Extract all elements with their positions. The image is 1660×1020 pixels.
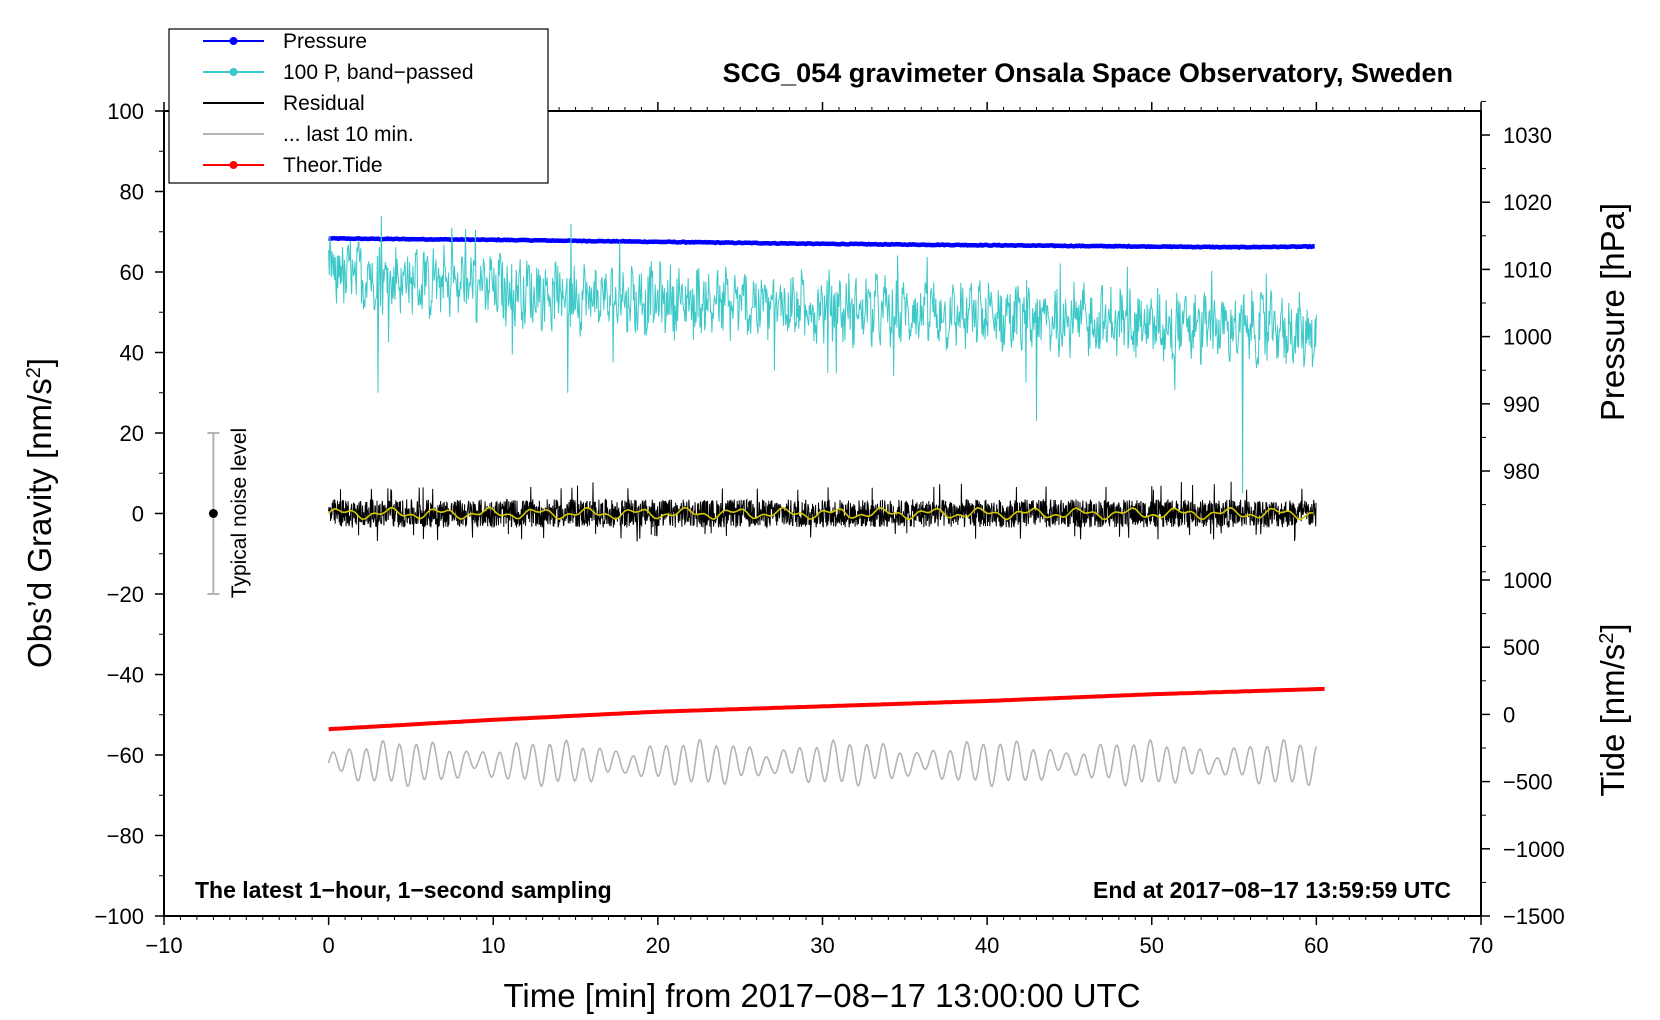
y-left-tick-label: 20 [120, 421, 144, 446]
x-tick-label: 50 [1140, 933, 1164, 958]
legend-swatch-marker [229, 68, 238, 76]
y-tide-title-main: Tide [nm/s [1594, 644, 1631, 797]
series-band-passed [328, 215, 1317, 494]
legend-swatch-marker [229, 37, 238, 45]
tide-tick-label: −500 [1503, 770, 1553, 795]
x-tick-label: 30 [810, 933, 834, 958]
y-tide-title-sup: 2 [1596, 633, 1618, 644]
y-axis-title-pressure: Pressure [hPa] [1594, 203, 1631, 421]
y-tide-title-tail: ] [1594, 623, 1631, 632]
tide-tick-label: 0 [1503, 702, 1515, 727]
ticks-layer: −10 0 10 20 30 40 50 60 70100806040200−20−40−60−… [94, 99, 1564, 958]
note-end-time: End at 2017−08−17 13:59:59 UTC [1093, 877, 1451, 903]
pressure-tick-label: 980 [1503, 459, 1540, 484]
series-pressure [328, 235, 1315, 251]
pressure-tick-label: 1030 [1503, 123, 1552, 148]
pressure-tick-label: 1020 [1503, 190, 1552, 215]
x-tick-label: 60 [1304, 933, 1328, 958]
y-left-tick-label: 0 [132, 502, 144, 527]
pressure-tick-label: 1000 [1503, 325, 1552, 350]
legend-label: ... last 10 min. [283, 123, 414, 146]
y-left-tick-label: −80 [107, 824, 144, 849]
tide-tick-label: −1000 [1503, 837, 1565, 862]
y-left-tick-label: −100 [94, 904, 144, 929]
y-left-tick-label: 100 [107, 99, 144, 124]
series-residual-smoothed [328, 506, 1314, 521]
legend: Pressure 100 P, band−passed Residual ... la… [168, 28, 549, 184]
legend-box [168, 28, 549, 184]
chart-title: SCG_054 gravimeter Onsala Space Observat… [723, 58, 1453, 88]
pressure-tick-label: 1010 [1503, 257, 1552, 282]
y-left-title-sup: 2 [23, 367, 45, 378]
x-tick-label: 10 [481, 933, 505, 958]
tide-tick-label: −1500 [1503, 904, 1565, 929]
y-left-tick-label: −40 [107, 663, 144, 688]
noise-level-indicator [207, 432, 220, 595]
series-theor-tide [328, 686, 1325, 732]
series-layer [327, 215, 1325, 788]
x-axis-title: Time [min] from 2017−08−17 13:00:00 UTC [503, 977, 1140, 1014]
tide-tick-label: 500 [1503, 635, 1540, 660]
x-tick-label: −10 [145, 933, 182, 958]
x-tick-label: 70 [1469, 933, 1493, 958]
legend-items: Pressure 100 P, band−passed Residual ... la… [203, 30, 474, 177]
series-last-10-min [327, 738, 1318, 788]
x-tick-label: 20 [646, 933, 670, 958]
pressure-tick-label: 990 [1503, 392, 1540, 417]
y-left-title-tail: ] [21, 358, 58, 367]
legend-swatch-marker [229, 161, 238, 169]
legend-label: 100 P, band−passed [283, 61, 474, 84]
legend-label: Theor.Tide [283, 154, 383, 177]
y-left-tick-label: 40 [120, 341, 144, 366]
noise-bar-marker [208, 509, 218, 518]
noise-level-label: Typical noise level [228, 428, 251, 598]
y-left-title-main: Obs’d Gravity [nm/s [21, 378, 58, 668]
x-tick-label: 0 [323, 933, 335, 958]
tide-tick-label: 1000 [1503, 568, 1552, 593]
y-axis-title-left: Obs’d Gravity [nm/s2] [21, 358, 58, 668]
y-left-tick-label: −60 [107, 743, 144, 768]
y-axis-title-tide: Tide [nm/s2] [1594, 623, 1631, 796]
y-left-tick-label: 60 [120, 260, 144, 285]
y-left-tick-label: 80 [120, 180, 144, 205]
note-sampling: The latest 1−hour, 1−second sampling [195, 877, 612, 903]
x-tick-label: 40 [975, 933, 999, 958]
legend-label: Pressure [283, 30, 367, 53]
legend-label: Residual [283, 92, 365, 115]
y-left-tick-label: −20 [107, 582, 144, 607]
